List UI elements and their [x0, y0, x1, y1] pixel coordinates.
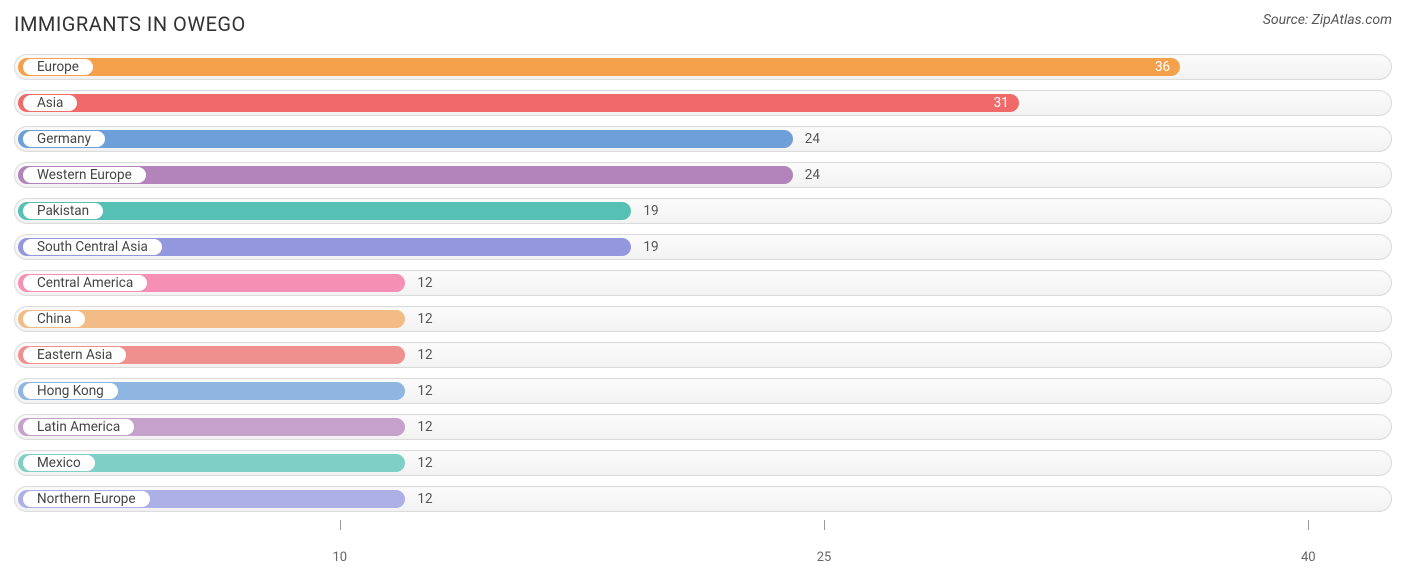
chart-header: IMMIGRANTS IN OWEGO Source: ZipAtlas.com [14, 12, 1392, 36]
chart-source: Source: ZipAtlas.com [1263, 12, 1392, 28]
bar-category-pill: Central America [22, 274, 148, 292]
bar-track: Mexico 12 [14, 450, 1392, 476]
bar-category-pill: Pakistan [22, 202, 104, 220]
bar-value-label: 12 [417, 271, 432, 295]
bar-track: Europe 36 [14, 54, 1392, 80]
bar-category-pill: Asia [22, 94, 78, 112]
bar-track: Northern Europe 12 [14, 486, 1392, 512]
bar-value-label: 19 [643, 199, 658, 223]
bar-value-label: 12 [417, 343, 432, 367]
bar-value-label: 24 [805, 127, 820, 151]
bar-category-pill: Northern Europe [22, 490, 151, 508]
bar-track: Germany 24 [14, 126, 1392, 152]
source-label: Source: [1263, 12, 1308, 28]
bar-fill [18, 58, 1180, 76]
bar-value-label: 12 [417, 379, 432, 403]
source-value: ZipAtlas.com [1312, 12, 1392, 28]
bar-value-label: 12 [417, 415, 432, 439]
bar-track: Hong Kong 12 [14, 378, 1392, 404]
bar-track: Pakistan 19 [14, 198, 1392, 224]
bar-value-label: 36 [1155, 55, 1170, 79]
axis-tick-label: 10 [333, 550, 348, 565]
bar-category-pill: Germany [22, 130, 106, 148]
bar-category-pill: Eastern Asia [22, 346, 127, 364]
axis-tick-line [1308, 520, 1309, 530]
axis-tick-label: 40 [1301, 550, 1316, 565]
bar-value-label: 31 [994, 91, 1009, 115]
bar-category-pill: Hong Kong [22, 382, 119, 400]
axis-tick-line [824, 520, 825, 530]
bar-fill [18, 202, 631, 220]
bar-track: Eastern Asia 12 [14, 342, 1392, 368]
bar-category-pill: Western Europe [22, 166, 147, 184]
bar-fill [18, 94, 1019, 112]
bar-chart: Europe 36 Asia 31 Germany 24 Western Europe 24 P… [14, 54, 1392, 550]
bar-fill [18, 130, 793, 148]
bar-track: Asia 31 [14, 90, 1392, 116]
axis-tick-label: 25 [817, 550, 832, 565]
bar-value-label: 24 [805, 163, 820, 187]
bar-track: China 12 [14, 306, 1392, 332]
bar-category-pill: Latin America [22, 418, 135, 436]
chart-title: IMMIGRANTS IN OWEGO [14, 12, 246, 36]
bar-track: Western Europe 24 [14, 162, 1392, 188]
bar-category-pill: China [22, 310, 86, 328]
bar-value-label: 12 [417, 451, 432, 475]
bar-track: Latin America 12 [14, 414, 1392, 440]
x-axis: 102540 [14, 530, 1392, 550]
bar-track: South Central Asia 19 [14, 234, 1392, 260]
bar-track: Central America 12 [14, 270, 1392, 296]
bar-category-pill: Europe [22, 58, 94, 76]
bar-category-pill: South Central Asia [22, 238, 163, 256]
bar-value-label: 12 [417, 307, 432, 331]
bar-category-pill: Mexico [22, 454, 96, 472]
bar-value-label: 19 [643, 235, 658, 259]
bar-value-label: 12 [417, 487, 432, 511]
axis-tick-line [340, 520, 341, 530]
